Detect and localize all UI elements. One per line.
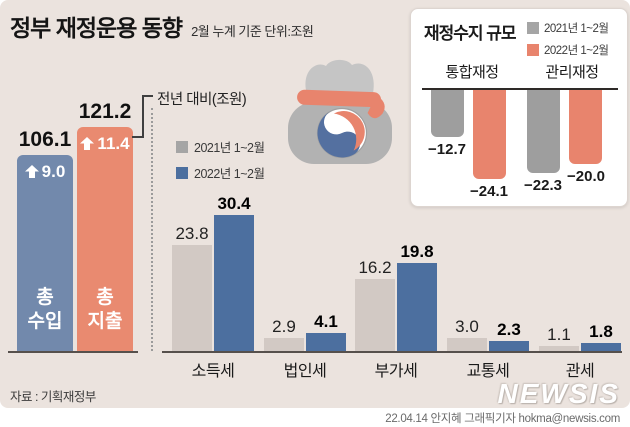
bar-beobinse-2022 <box>306 332 346 351</box>
legend-item-2021: 2021년 1~2월 <box>527 20 609 36</box>
totals-axis-line <box>8 351 138 353</box>
total-revenue-bar: 9.0 총 수입 <box>17 154 73 351</box>
zero-line <box>422 88 618 90</box>
bar-tonghap-2021 <box>431 90 464 137</box>
credit-line: 22.04.14 안지혜 그래픽기자 hokma@newsis.com <box>385 413 620 425</box>
total-expenditure-bar: 11.4 총 지출 <box>77 126 133 351</box>
expenditure-bar-label: 총 지출 <box>87 286 123 333</box>
total-expenditure-value: 121.2 <box>78 99 132 123</box>
value-label: −22.3 <box>524 176 562 194</box>
gray-swatch-icon <box>176 140 188 153</box>
value-label: −20.0 <box>567 168 605 185</box>
legend-item-2022: 2022년 1~2월 <box>527 42 609 58</box>
bar-sodeukse-2021 <box>172 244 212 351</box>
blue-swatch-icon <box>176 166 188 179</box>
value-label: 4.1 <box>314 311 338 331</box>
legend-item-2021: 2021년 1~2월 <box>176 137 265 156</box>
value-label: 2.3 <box>497 319 521 339</box>
value-label: 1.8 <box>589 322 613 341</box>
category-label: 부가세 <box>374 363 418 380</box>
header: 정부 재정운용 동향 2월 누계 기준 단위:조원 <box>10 9 314 43</box>
value-label: 23.8 <box>175 223 209 243</box>
legend-item-2022: 2022년 1~2월 <box>176 163 265 182</box>
tax-axis-line <box>162 351 622 353</box>
up-arrow-icon <box>24 165 39 179</box>
value-label: −24.1 <box>470 183 508 201</box>
category-label: 소득세 <box>191 363 235 380</box>
value-label: 30.4 <box>217 194 251 214</box>
fiscal-balance-box: 재정수지 규모 2021년 1~2월 2022년 1~2월 통합재정 관리재정 … <box>410 8 628 207</box>
bar-gwalli-2021 <box>527 90 560 173</box>
category-label: 법인세 <box>283 363 327 380</box>
tax-legend: 2021년 1~2월 2022년 1~2월 <box>176 137 265 189</box>
total-revenue-value: 106.1 <box>18 127 72 151</box>
bar-gwanse-2022 <box>581 343 621 351</box>
bar-gwanse-2021 <box>539 346 579 351</box>
up-arrow-icon <box>80 137 95 151</box>
connector-line <box>142 95 153 97</box>
page-title: 정부 재정운용 동향 <box>10 15 183 41</box>
tax-chart-title: 전년 대비(조원) <box>157 92 247 108</box>
bar-beobinse-2021 <box>264 338 304 351</box>
value-label: 16.2 <box>358 257 392 277</box>
newsis-logo: NEWSIS <box>497 378 620 409</box>
bar-bugase-2021 <box>355 278 395 351</box>
bar-gyotongse-2022 <box>489 340 529 351</box>
source-note: 자료 : 기획재정부 <box>10 390 96 404</box>
expenditure-delta-value: 11.4 <box>97 133 130 153</box>
balance-box-title: 재정수지 규모 <box>424 24 517 43</box>
bar-bugase-2022 <box>397 262 437 351</box>
bar-gyotongse-2021 <box>447 337 487 351</box>
gray-swatch-icon <box>527 22 539 34</box>
coral-swatch-icon <box>527 44 539 56</box>
value-label: −12.7 <box>428 141 466 158</box>
value-label: 19.8 <box>400 241 434 261</box>
value-label: 2.9 <box>272 317 296 336</box>
money-bag-icon <box>288 59 392 164</box>
page-subtitle: 2월 누계 기준 단위:조원 <box>191 24 314 39</box>
revenue-delta-value: 9.0 <box>41 161 66 181</box>
expenditure-delta: 11.4 <box>77 127 133 154</box>
revenue-delta: 9.0 <box>17 155 73 182</box>
bar-tonghap-2022 <box>473 90 506 180</box>
revenue-bar-label: 총 수입 <box>27 286 63 333</box>
bar-sodeukse-2022 <box>214 215 254 351</box>
connector-line <box>142 95 144 138</box>
category-label: 교통세 <box>466 363 510 380</box>
dotted-axis-line <box>151 108 153 351</box>
connector-line <box>132 136 143 138</box>
value-label: 3.0 <box>455 316 479 336</box>
bar-gwalli-2022 <box>569 90 602 164</box>
value-label: 1.1 <box>547 325 571 345</box>
group-header: 관리재정 <box>545 64 599 81</box>
balance-legend: 2021년 1~2월 2022년 1~2월 <box>527 20 609 64</box>
category-label: 관세 <box>565 363 595 380</box>
group-header: 통합재정 <box>445 64 499 81</box>
